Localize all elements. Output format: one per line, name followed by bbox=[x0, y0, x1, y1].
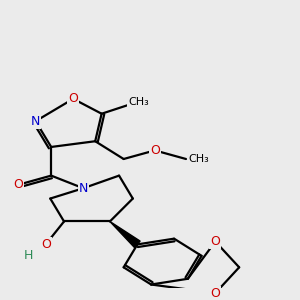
Text: O: O bbox=[68, 92, 78, 105]
Text: N: N bbox=[31, 115, 40, 128]
Text: CH₃: CH₃ bbox=[189, 154, 210, 164]
Text: H: H bbox=[24, 249, 33, 262]
Text: O: O bbox=[210, 235, 220, 248]
Text: O: O bbox=[41, 238, 51, 251]
Text: O: O bbox=[150, 144, 160, 157]
Text: O: O bbox=[210, 286, 220, 300]
Text: O: O bbox=[13, 178, 23, 191]
Polygon shape bbox=[110, 221, 140, 248]
Text: N: N bbox=[79, 182, 88, 195]
Text: CH₃: CH₃ bbox=[128, 97, 149, 107]
